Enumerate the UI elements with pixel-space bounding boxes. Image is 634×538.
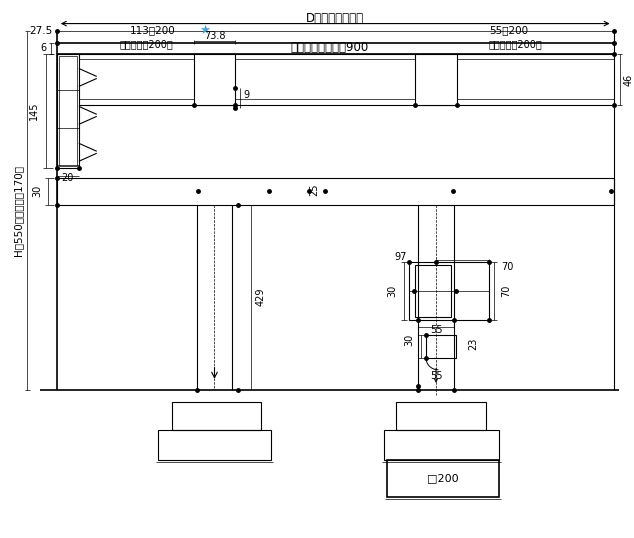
Bar <box>384 430 499 459</box>
Bar <box>57 178 614 205</box>
Text: 30: 30 <box>387 285 397 297</box>
Text: 70: 70 <box>501 262 513 272</box>
Bar <box>426 335 456 358</box>
Text: 55: 55 <box>430 325 443 335</box>
Text: ★: ★ <box>200 24 210 37</box>
Text: 97: 97 <box>395 252 407 262</box>
Bar <box>409 262 489 320</box>
Bar <box>59 55 77 166</box>
Text: □200: □200 <box>427 473 459 484</box>
Text: 20: 20 <box>61 173 74 183</box>
Bar <box>193 53 235 105</box>
Text: 55～200: 55～200 <box>489 26 528 36</box>
Bar <box>57 53 79 168</box>
Text: 30: 30 <box>32 185 42 197</box>
Text: 70: 70 <box>501 285 511 297</box>
Text: 429: 429 <box>256 288 266 306</box>
Text: （標準寸法200）: （標準寸法200） <box>120 39 174 49</box>
Text: H：550（切断最小170）: H：550（切断最小170） <box>13 165 23 256</box>
Text: 30: 30 <box>404 334 414 346</box>
Text: 113～200: 113～200 <box>130 26 176 36</box>
Bar <box>415 265 451 317</box>
Text: 6: 6 <box>41 43 47 53</box>
Text: 大引ピッチ：最大900: 大引ピッチ：最大900 <box>290 41 368 54</box>
Bar <box>158 430 271 459</box>
Text: 73.8: 73.8 <box>204 31 225 40</box>
Text: 145: 145 <box>29 101 39 119</box>
Bar <box>396 402 486 430</box>
Text: 55: 55 <box>430 371 443 381</box>
Bar <box>172 402 261 430</box>
Text: 9: 9 <box>243 90 250 101</box>
Text: （標準寸法200）: （標準寸法200） <box>489 39 543 49</box>
Text: 46: 46 <box>623 73 633 86</box>
Bar <box>415 53 457 105</box>
Text: D（床板の長さ）: D（床板の長さ） <box>306 12 365 25</box>
Bar <box>387 459 499 498</box>
Text: 23: 23 <box>468 338 478 350</box>
Text: 25: 25 <box>309 184 320 196</box>
Text: 27.5: 27.5 <box>30 26 53 36</box>
